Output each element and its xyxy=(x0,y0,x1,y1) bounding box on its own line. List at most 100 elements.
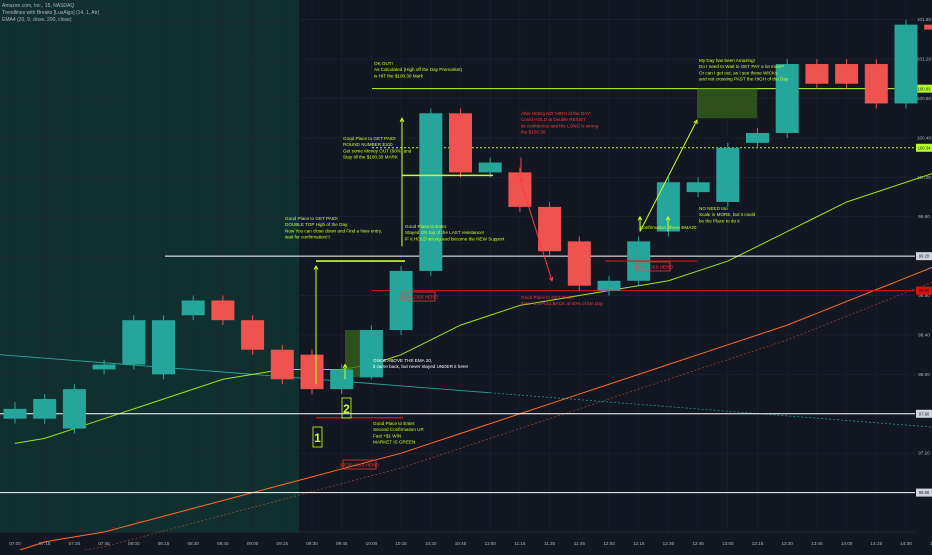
time-tick-label: 08:15 xyxy=(158,541,170,546)
time-tick-label: 13:15 xyxy=(752,541,764,546)
candle-up xyxy=(359,330,383,378)
time-tick-label: 13:45 xyxy=(811,541,823,546)
marker-2: 2 xyxy=(343,402,350,416)
price-tick-label: 99.60 xyxy=(918,214,930,219)
candle-down xyxy=(864,64,888,104)
note-amazing-line: Do I need to Wait to GET PAY a lot more? xyxy=(699,64,784,69)
time-tick-label: 12:00 xyxy=(603,541,615,546)
stop-loss-label-1: STOP LOSS HERE! xyxy=(399,295,438,300)
note-no-need-line: be the Place to do it xyxy=(699,218,740,223)
time-tick-label: 09:15 xyxy=(277,541,289,546)
marker-box-1 xyxy=(312,426,323,448)
time-tick-label: 14:00 xyxy=(841,541,853,546)
time-tick-label: 08:45 xyxy=(217,541,229,546)
level-99-2-tag-label: 99.20 xyxy=(919,254,930,259)
note-double-top-line: wait for confirmation!!! xyxy=(285,235,330,240)
time-tick-label: 11:15 xyxy=(514,541,526,546)
stop-loss-label-2-box xyxy=(342,459,377,470)
candle-down xyxy=(211,300,235,321)
note-ok-out-line: OK OUT! xyxy=(374,61,393,66)
candle-down xyxy=(835,64,859,84)
price-tick-label: 98.80 xyxy=(918,293,930,298)
arrow-conf-2-head xyxy=(665,215,671,221)
note-double-top-line: Good Place to GET PAID! xyxy=(285,216,338,221)
level-97-6-tag-label: 97.60 xyxy=(919,411,930,416)
time-tick-label: 07:30 xyxy=(69,541,81,546)
price-tick-label: 100.00 xyxy=(917,175,931,180)
note-no-need-line: NO NEED too xyxy=(699,206,728,211)
note-red-warning-line: After Hitting NO 'HIGH of the DAY' xyxy=(521,111,591,116)
time-tick-label: 11:45 xyxy=(574,541,586,546)
price-tick-label: 100.40 xyxy=(917,135,931,140)
candle-up xyxy=(389,270,413,331)
note-good-place-line: there is a PULLBACK of 60% of the Day xyxy=(521,301,604,306)
note-ema20-line: it came back, but never stayed UNDER it … xyxy=(373,364,468,369)
indicator-legend-2: EMA4 (20, 9, close, 200, close) xyxy=(2,17,72,23)
time-tick-label: 12:30 xyxy=(663,541,675,546)
note-round-number-line: Get some Money OUT (60%) and xyxy=(343,148,412,153)
candle-down xyxy=(508,172,532,207)
note-ema20-line: ONCE ABOVE THE EMA 20, xyxy=(373,358,432,363)
note-second-conf-line: MARKET IS GREEN xyxy=(373,440,415,445)
time-tick-label: 11:30 xyxy=(544,541,556,546)
time-tick-label: 09:45 xyxy=(336,541,348,546)
level-100-3-tag xyxy=(916,143,932,152)
trendline-dotted xyxy=(490,392,932,428)
candle-up xyxy=(478,162,502,173)
candle-up xyxy=(181,300,205,316)
time-tick-label: 14:15 xyxy=(871,541,883,546)
time-tick-label: 09:30 xyxy=(306,541,318,546)
time-tick-label: 13:00 xyxy=(722,541,734,546)
arrow-up-2-head xyxy=(399,117,405,122)
note-red-warning-line: the $100.30 xyxy=(521,130,546,135)
time-tick-label: 07:45 xyxy=(98,541,110,546)
candle-up xyxy=(419,113,443,271)
candle-down xyxy=(567,241,591,286)
note-amazing-line: My Day has been Amazing! xyxy=(699,58,755,63)
arrow-diag-up-head xyxy=(693,119,698,125)
time-tick-label: 10:00 xyxy=(366,541,378,546)
candle-up xyxy=(33,399,57,419)
exit-zone-box xyxy=(697,88,757,119)
arrow-diag-up xyxy=(639,119,698,232)
stop-loss-label-1-box xyxy=(401,291,436,302)
candle-up xyxy=(775,64,799,133)
time-tick-label: 08:00 xyxy=(128,541,140,546)
note-hold-strong-line: Stayed ON top of the LAST resistance! xyxy=(405,230,484,235)
level-96-8-tag xyxy=(916,488,932,497)
price-tick-label: 100.80 xyxy=(917,96,931,101)
time-axis xyxy=(0,532,915,550)
candle-up xyxy=(894,24,918,104)
note-amazing-line: Or can I get out, as I see these WICKs xyxy=(699,70,778,75)
price-tick-label: 101.20 xyxy=(917,57,931,62)
stop-loss-label-3: STOP LOSS HERE! xyxy=(634,265,673,270)
note-ok-out-line: is HIT the $100.30 Mark xyxy=(374,73,424,78)
note-red-warning-line: Could HOLD at Double RESIST xyxy=(521,117,586,122)
time-tick-label: 12:15 xyxy=(633,541,645,546)
ema-slow-line xyxy=(14,266,932,553)
level-98-9-tag-label: 98.85 xyxy=(919,288,930,293)
candle-up xyxy=(122,320,146,365)
note-double-top-line: DOUBLE TOP High of the Day. xyxy=(285,222,348,227)
candle-up xyxy=(597,280,621,291)
time-tick-label: 07:00 xyxy=(9,541,21,546)
level-101-0-tag xyxy=(916,84,932,93)
note-amazing-line: and not crossing PAST the HIGH of the Da… xyxy=(699,77,789,82)
note-ok-out-line: As Calculated (High off the Day Premarke… xyxy=(374,67,462,72)
note-round-number-line: ROUND NUMBER $100 xyxy=(343,142,393,147)
indicator-legend-1: Trendlines with Breaks [LuxAlgo] (14, 1,… xyxy=(2,10,100,16)
time-tick-label: 10:45 xyxy=(455,541,467,546)
arrow-up-1-head xyxy=(313,264,319,270)
candle-up xyxy=(686,182,710,193)
time-tick-label: 13:30 xyxy=(781,541,793,546)
note-good-place-line: Good Place to GET PAID! xyxy=(521,295,574,300)
candle-up xyxy=(716,147,740,202)
stop-loss-label-2: STOP LOSS HERE! xyxy=(340,463,379,468)
time-tick-label: 08:30 xyxy=(187,541,199,546)
price-tick-label: 98.40 xyxy=(918,332,930,337)
time-tick-label: 14:45 xyxy=(930,541,932,546)
candle-up xyxy=(3,408,27,419)
trendline-solid xyxy=(0,354,491,394)
